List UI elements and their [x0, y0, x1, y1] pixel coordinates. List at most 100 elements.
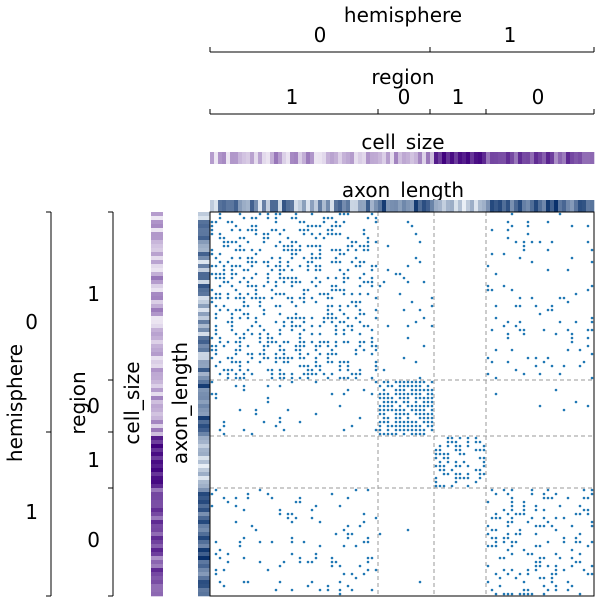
edge-point — [298, 352, 302, 356]
edge-point — [286, 244, 290, 248]
edge-point — [394, 420, 398, 424]
edge-point — [266, 264, 270, 268]
edge-point — [278, 384, 282, 388]
edge-point — [370, 556, 374, 560]
track-cell — [566, 152, 571, 164]
edge-point — [538, 312, 542, 316]
edge-point — [218, 296, 222, 300]
edge-point — [250, 296, 254, 300]
edge-point — [366, 488, 370, 492]
track-cell — [198, 280, 210, 285]
track-cell — [151, 288, 163, 293]
edge-point — [554, 516, 558, 520]
track-cell — [330, 200, 335, 212]
edge-point — [306, 372, 310, 376]
track-cell — [394, 152, 399, 164]
edge-point — [210, 344, 214, 348]
edge-point — [238, 344, 242, 348]
edge-point — [586, 512, 590, 516]
edge-point — [246, 292, 250, 296]
edge-point — [506, 548, 510, 552]
edge-point — [582, 568, 586, 572]
track-cell — [151, 460, 163, 465]
edge-point — [546, 540, 550, 544]
edge-point — [378, 412, 382, 416]
track-cell — [151, 420, 163, 425]
edge-point — [542, 492, 546, 496]
edge-point — [262, 240, 266, 244]
edge-point — [490, 228, 494, 232]
edge-point — [418, 392, 422, 396]
edge-point — [278, 304, 282, 308]
edge-point — [570, 336, 574, 340]
edge-point — [286, 236, 290, 240]
edge-point — [458, 436, 462, 440]
edge-point — [266, 396, 270, 400]
edge-point — [238, 236, 242, 240]
edge-point — [570, 256, 574, 260]
edge-point — [266, 332, 270, 336]
edge-point — [314, 504, 318, 508]
edge-point — [290, 284, 294, 288]
edge-point — [510, 508, 514, 512]
edge-point — [326, 312, 330, 316]
edge-point — [318, 520, 322, 524]
edge-point — [234, 288, 238, 292]
edge-point — [326, 232, 330, 236]
track-cell — [266, 200, 271, 212]
track-cell — [198, 220, 210, 225]
track-cell — [314, 152, 319, 164]
edge-point — [274, 588, 278, 592]
edge-point — [398, 292, 402, 296]
edge-point — [238, 348, 242, 352]
edge-point — [502, 488, 506, 492]
edge-point — [374, 360, 378, 364]
edge-point — [258, 304, 262, 308]
edge-point — [326, 588, 330, 592]
edge-point — [342, 528, 346, 532]
edge-point — [286, 512, 290, 516]
edge-point — [430, 404, 434, 408]
edge-point — [530, 296, 534, 300]
track-cell — [322, 152, 327, 164]
edge-point — [290, 248, 294, 252]
edge-point — [222, 240, 226, 244]
track-cell — [502, 200, 507, 212]
edge-point — [486, 580, 490, 584]
edge-point — [214, 392, 218, 396]
edge-point — [414, 256, 418, 260]
edge-point — [298, 228, 302, 232]
edge-point — [426, 388, 430, 392]
track-cell — [151, 340, 163, 345]
edge-point — [222, 272, 226, 276]
edge-point — [338, 304, 342, 308]
edge-point — [318, 344, 322, 348]
track-cell — [382, 200, 387, 212]
edge-point — [294, 324, 298, 328]
edge-point — [466, 440, 470, 444]
track-cell — [151, 584, 163, 589]
track-cell — [482, 152, 487, 164]
track-cell — [151, 236, 163, 241]
edge-point — [386, 400, 390, 404]
edge-point — [542, 576, 546, 580]
edge-point — [534, 508, 538, 512]
edge-point — [226, 340, 230, 344]
edge-point — [346, 316, 350, 320]
track-cell — [590, 200, 595, 212]
edge-point — [566, 588, 570, 592]
edge-point — [326, 340, 330, 344]
edge-point — [210, 356, 214, 360]
track-cell — [542, 152, 547, 164]
edge-point — [530, 592, 534, 596]
track-cell — [322, 200, 327, 212]
edge-point — [286, 516, 290, 520]
edge-point — [370, 352, 374, 356]
edge-point — [578, 348, 582, 352]
track-cell — [151, 252, 163, 257]
track-cell — [151, 312, 163, 317]
track-cell — [198, 296, 210, 301]
edge-point — [562, 536, 566, 540]
edge-point — [414, 412, 418, 416]
